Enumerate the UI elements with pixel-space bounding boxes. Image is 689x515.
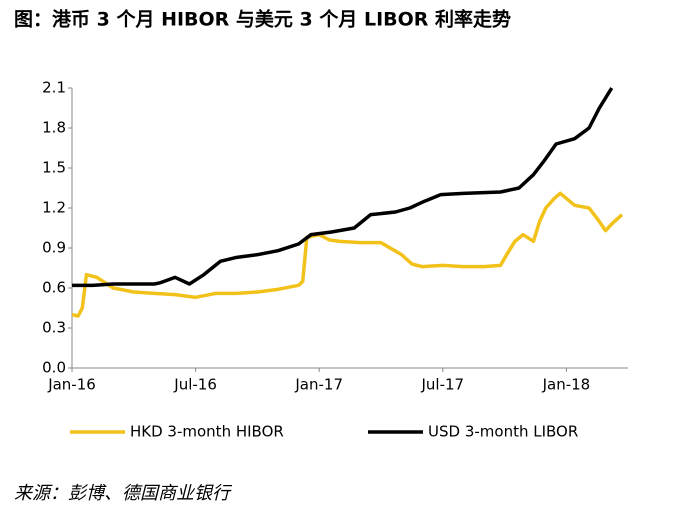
y-tick-label: 1.2 xyxy=(42,199,66,217)
x-tick-label: Jul-16 xyxy=(173,376,217,394)
series-line xyxy=(72,87,614,288)
y-tick-label: 0.6 xyxy=(42,279,66,297)
x-tick-label: Jan-18 xyxy=(542,376,591,394)
y-tick-label: 2.1 xyxy=(42,79,66,97)
chart-title: 图：港币 3 个月 HIBOR 与美元 3 个月 LIBOR 利率走势 xyxy=(14,8,511,31)
y-tick-label: 0.3 xyxy=(42,319,66,337)
y-tick-label: 1.8 xyxy=(42,119,66,137)
x-tick-label: Jan-16 xyxy=(47,376,96,394)
y-tick-label: 0.9 xyxy=(42,239,66,257)
y-tick-label: 1.5 xyxy=(42,159,66,177)
source: 来源：彭博、德国商业银行 xyxy=(14,483,233,504)
x-tick-label: Jan-17 xyxy=(294,376,343,394)
legend-label: HKD 3-month HIBOR xyxy=(130,423,284,441)
x-tick-label: Jul-17 xyxy=(420,376,464,394)
y-tick-label: 0.0 xyxy=(42,359,66,377)
series-line xyxy=(71,191,624,318)
legend-label: USD 3-month LIBOR xyxy=(428,423,578,441)
